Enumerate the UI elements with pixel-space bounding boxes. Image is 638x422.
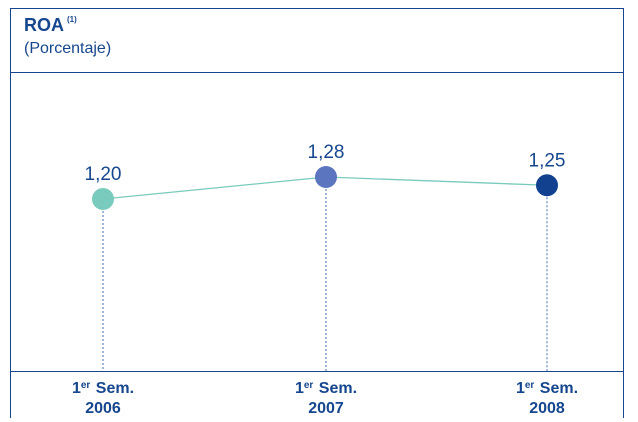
chart-subtitle: (Porcentaje) (24, 40, 112, 57)
x-tick-label-line1: 1er Sem. (43, 376, 163, 399)
x-tick-text: Sem. (314, 380, 358, 397)
data-point-1 (315, 166, 337, 188)
x-tick-text: Sem. (535, 380, 579, 397)
data-point-0 (92, 188, 114, 210)
data-label-0: 1,20 (85, 164, 122, 185)
x-tick-label-2: 1er Sem. 2008 (487, 376, 607, 419)
x-tick-label-line1: 1er Sem. (487, 376, 607, 399)
data-point-2 (536, 174, 558, 197)
x-tick-text: Sem. (91, 380, 135, 397)
x-tick-superscript: er (80, 380, 91, 391)
data-label-1: 1,28 (308, 142, 345, 163)
x-tick-superscript: er (524, 380, 535, 391)
x-tick-year: 2006 (85, 400, 121, 417)
x-tick-prefix: 1 (71, 380, 81, 397)
x-tick-year: 2008 (529, 400, 565, 417)
x-axis-line (10, 371, 624, 372)
x-tick-year: 2007 (308, 400, 344, 417)
chart-frame (10, 8, 624, 418)
x-tick-label-1: 1er Sem. 2007 (266, 376, 386, 419)
chart-title-row: ROA (1) (24, 16, 77, 35)
x-tick-prefix: 1 (294, 380, 304, 397)
chart-title: ROA (24, 15, 64, 35)
data-label-2: 1,25 (529, 150, 566, 171)
header-divider (10, 72, 624, 73)
x-tick-label-line1: 1er Sem. (266, 376, 386, 399)
x-tick-superscript: er (303, 380, 314, 391)
x-tick-label-0: 1er Sem. 2006 (43, 376, 163, 419)
title-footnote-marker: (1) (67, 15, 77, 24)
x-tick-prefix: 1 (515, 380, 525, 397)
